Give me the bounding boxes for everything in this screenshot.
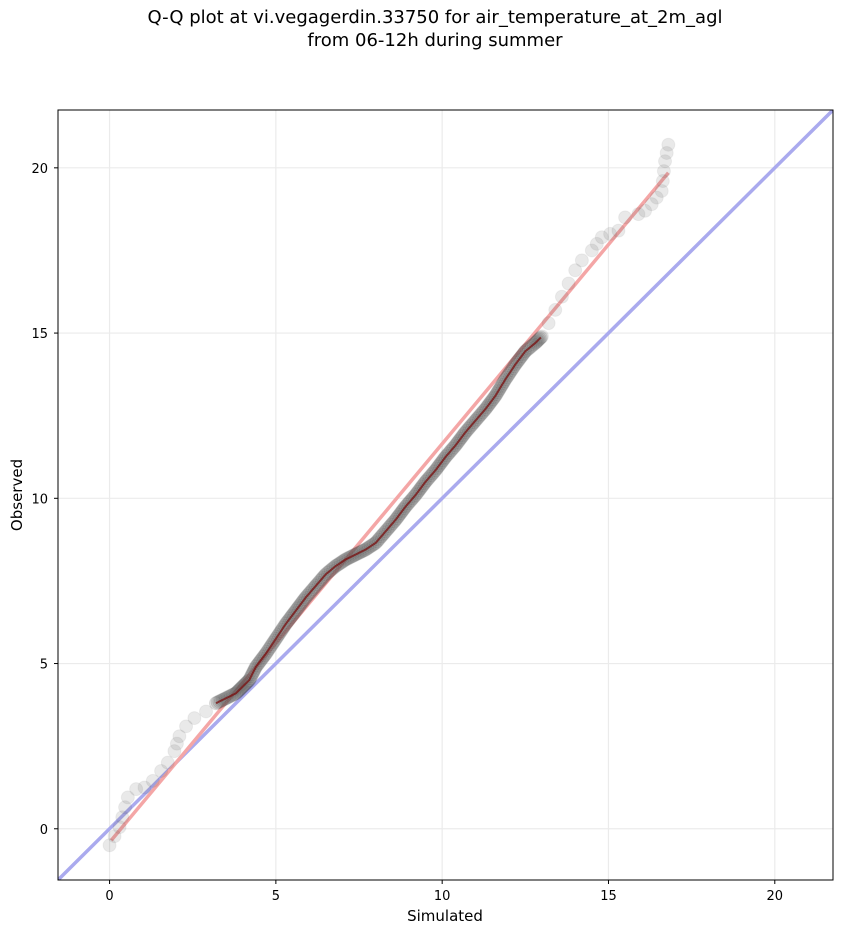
qq-point [120,790,135,805]
qq-point [656,164,671,179]
qq-point [160,755,175,770]
qq-point [172,729,187,744]
chart-title-block: Q-Q plot at vi.vegagerdin.33750 for air_… [0,6,843,52]
qq-point [541,316,556,331]
qq-point [655,174,670,189]
qq-point [659,145,674,160]
y-tick-label: 5 [40,658,48,673]
qq-point [618,210,633,225]
qq-point [568,263,583,278]
qq-point [611,223,626,238]
qq-point [574,253,589,268]
grid [58,110,833,880]
qq-point [554,289,569,304]
chart-subtitle: from 06-12h during summer [307,30,563,51]
qq-point [107,829,122,844]
qq-point [584,243,599,258]
x-axis-label: Simulated [407,907,483,925]
axis-ticks: 0 5 10 15 20 0 5 10 15 20 [31,162,783,904]
qq-point [561,276,576,291]
qq-point [115,810,130,825]
qq-point [137,780,152,795]
chart-title: Q-Q plot at vi.vegagerdin.33750 for air_… [147,7,723,28]
plot-lines [58,110,833,880]
qq-point [154,763,169,778]
qq-point [118,800,133,815]
qq-point [603,226,618,241]
x-tick-label: 10 [434,889,451,904]
qq-point [658,154,673,169]
x-tick-label: 20 [767,889,784,904]
qq-point [187,711,202,726]
y-tick-label: 10 [31,492,48,507]
y-axis-label: Observed [8,459,26,531]
fit-line [109,171,670,842]
x-tick-label: 5 [272,889,280,904]
qq-point [548,302,563,317]
x-tick-label: 0 [105,889,113,904]
qq-point [145,773,160,788]
qq-point [661,137,676,152]
qq-point [199,704,214,719]
qq-point [129,782,144,797]
dense-quantile-trace [215,336,542,705]
plot-frame [57,109,834,881]
qq-point [644,197,659,212]
qq-point [169,736,184,751]
qq-point [631,207,646,222]
qq-point [649,190,664,205]
qq-point [654,183,669,198]
qq-point [102,838,117,853]
qq-point [179,719,194,734]
qq-point [638,203,653,218]
qq-point [208,696,223,711]
y-tick-label: 0 [40,823,48,838]
x-tick-label: 15 [600,889,617,904]
qq-point [589,236,604,251]
y-tick-label: 20 [31,162,48,177]
qq-point [167,744,182,759]
qq-point [594,230,609,245]
y-tick-label: 15 [31,327,48,342]
dense-overlay [215,336,542,705]
qq-point [112,820,127,835]
